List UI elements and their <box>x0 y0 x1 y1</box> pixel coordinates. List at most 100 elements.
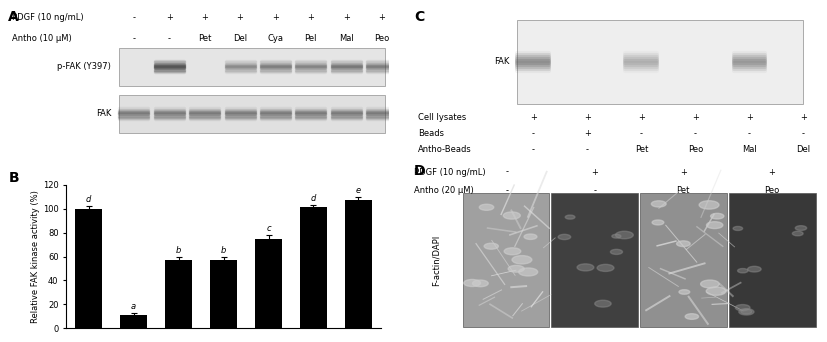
Text: +: + <box>745 114 752 122</box>
Circle shape <box>503 212 519 219</box>
Text: Peo: Peo <box>374 34 389 43</box>
Text: -: - <box>132 13 136 22</box>
Circle shape <box>565 215 574 219</box>
Text: Antho (10 μM): Antho (10 μM) <box>12 34 72 43</box>
Text: +: + <box>165 13 173 22</box>
Text: p-FAK (Y397): p-FAK (Y397) <box>57 62 111 71</box>
Text: +: + <box>307 13 314 22</box>
Text: +: + <box>378 13 385 22</box>
Text: -: - <box>593 186 595 195</box>
Text: d: d <box>86 195 91 205</box>
Text: FAK: FAK <box>494 57 509 66</box>
Circle shape <box>684 314 698 319</box>
Text: B: B <box>8 171 19 185</box>
Circle shape <box>732 226 742 231</box>
Bar <box>120 315 147 328</box>
Text: +: + <box>591 168 598 176</box>
Text: -: - <box>639 129 642 138</box>
Text: Peo: Peo <box>687 145 702 154</box>
Bar <box>345 200 371 328</box>
Circle shape <box>511 255 531 264</box>
Text: -: - <box>504 168 508 176</box>
Text: a: a <box>131 302 136 311</box>
Text: +: + <box>583 114 590 122</box>
Text: +: + <box>799 114 806 122</box>
Circle shape <box>504 248 520 255</box>
Circle shape <box>508 265 523 272</box>
Text: Peo: Peo <box>763 186 778 195</box>
Text: Mal: Mal <box>338 34 353 43</box>
Text: b: b <box>221 246 226 255</box>
Circle shape <box>705 222 722 228</box>
Text: -: - <box>504 186 508 195</box>
Text: Antho-Beads: Antho-Beads <box>418 145 471 154</box>
Text: Pel: Pel <box>304 34 317 43</box>
Text: D: D <box>414 164 425 178</box>
Bar <box>462 193 549 327</box>
Text: d: d <box>310 194 316 203</box>
Circle shape <box>472 280 488 287</box>
Text: -: - <box>747 129 750 138</box>
Circle shape <box>700 280 719 288</box>
Text: FAK: FAK <box>96 109 111 118</box>
Text: e: e <box>356 186 361 195</box>
Bar <box>517 20 802 104</box>
Text: -: - <box>801 129 804 138</box>
Bar <box>210 260 237 328</box>
Text: +: + <box>679 168 686 176</box>
Text: +: + <box>201 13 208 22</box>
Text: +: + <box>767 168 774 176</box>
Text: +: + <box>237 13 243 22</box>
Text: +: + <box>272 13 279 22</box>
Text: PDGF (10 ng/mL): PDGF (10 ng/mL) <box>12 13 84 22</box>
Text: C: C <box>414 10 423 24</box>
Text: Del: Del <box>796 145 810 154</box>
Text: Pet: Pet <box>633 145 648 154</box>
Text: Cya: Cya <box>267 34 283 43</box>
Text: Mal: Mal <box>741 145 756 154</box>
Text: +: + <box>342 13 349 22</box>
Circle shape <box>747 266 760 272</box>
Circle shape <box>609 249 622 254</box>
Text: Pet: Pet <box>198 34 211 43</box>
Text: -: - <box>585 145 588 154</box>
Circle shape <box>698 201 718 209</box>
Bar <box>118 48 385 86</box>
Circle shape <box>463 279 480 287</box>
Circle shape <box>737 268 747 273</box>
Text: PDGF (10 ng/mL): PDGF (10 ng/mL) <box>414 168 485 176</box>
Circle shape <box>791 231 802 236</box>
Circle shape <box>651 201 666 207</box>
Circle shape <box>557 234 570 240</box>
Circle shape <box>794 226 805 231</box>
Circle shape <box>710 213 723 219</box>
Bar <box>118 95 385 133</box>
Circle shape <box>614 231 633 239</box>
Text: -: - <box>132 34 136 43</box>
Circle shape <box>518 268 537 276</box>
Circle shape <box>596 264 613 272</box>
Bar <box>75 209 102 328</box>
Text: -: - <box>693 129 696 138</box>
Text: -: - <box>168 34 170 43</box>
Circle shape <box>523 234 536 239</box>
Bar <box>639 193 726 327</box>
Text: F-actin/DAPI: F-actin/DAPI <box>432 234 440 286</box>
Circle shape <box>652 220 663 225</box>
Circle shape <box>705 287 725 295</box>
Bar <box>551 193 638 327</box>
Text: +: + <box>637 114 644 122</box>
Circle shape <box>734 305 749 311</box>
Text: +: + <box>583 129 590 138</box>
Y-axis label: Relative FAK kinase activity (%): Relative FAK kinase activity (%) <box>31 190 40 323</box>
Circle shape <box>479 204 493 210</box>
Text: b: b <box>175 246 181 255</box>
Text: +: + <box>529 114 536 122</box>
Text: Antho (20 μM): Antho (20 μM) <box>414 186 473 195</box>
Text: Cell lysates: Cell lysates <box>418 114 466 122</box>
Text: c: c <box>265 224 270 233</box>
Bar <box>299 207 327 328</box>
Text: -: - <box>531 145 534 154</box>
Text: Del: Del <box>232 34 246 43</box>
Text: Beads: Beads <box>418 129 443 138</box>
